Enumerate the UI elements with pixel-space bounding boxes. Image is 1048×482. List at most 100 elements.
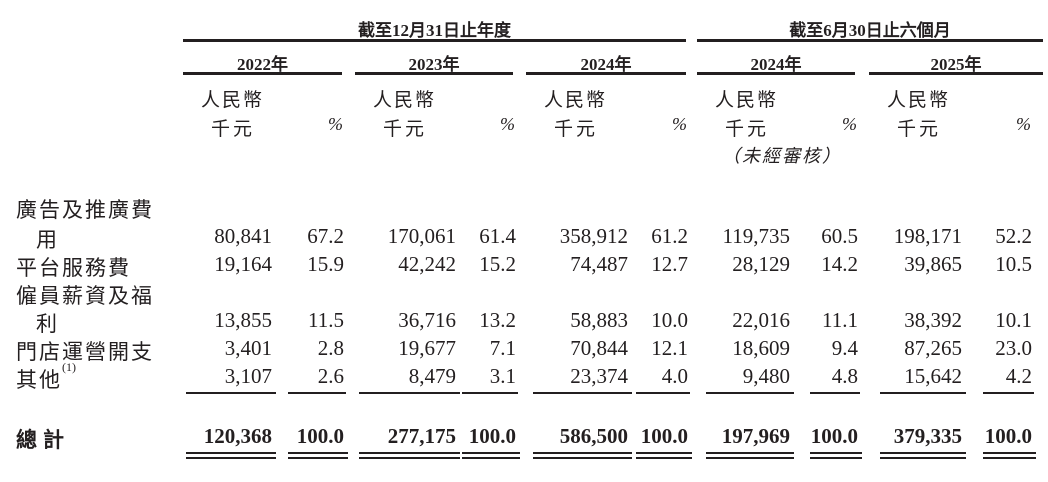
year-header: 2022年 xyxy=(237,55,288,74)
amount-cell: 39,865 xyxy=(904,252,962,276)
unit-label: 千元 xyxy=(383,119,428,140)
double-rule xyxy=(810,457,862,459)
amount-cell: 8,479 xyxy=(408,364,456,388)
subtotal-rule xyxy=(186,392,276,394)
total-amount: 120,368 xyxy=(203,424,272,448)
currency-label: 人民幣 xyxy=(201,90,265,111)
amount-cell: 9,480 xyxy=(742,364,790,388)
double-rule xyxy=(186,457,276,459)
percent-cell: 13.2 xyxy=(479,308,516,332)
total-amount: 197,969 xyxy=(721,424,790,448)
percent-cell: 23.0 xyxy=(995,336,1032,360)
double-rule xyxy=(636,457,692,459)
subtotal-rule xyxy=(880,392,966,394)
percent-cell: 12.1 xyxy=(651,336,688,360)
total-amount: 379,335 xyxy=(893,424,962,448)
total-amount: 277,175 xyxy=(387,424,456,448)
total-label: 總計 xyxy=(16,428,70,452)
currency-label: 人民幣 xyxy=(887,90,951,111)
double-rule xyxy=(983,452,1036,454)
group-rule xyxy=(697,39,1043,42)
double-rule xyxy=(359,457,460,459)
unaudited-label: （未經審核） xyxy=(722,146,842,166)
percent-cell: 15.2 xyxy=(479,252,516,276)
year-rule xyxy=(355,72,513,75)
percent-cell: 12.7 xyxy=(651,252,688,276)
percent-cell: 7.1 xyxy=(489,336,516,360)
subtotal-rule xyxy=(636,392,690,394)
year-rule xyxy=(697,72,855,75)
double-rule xyxy=(810,452,862,454)
pct-label: % xyxy=(328,114,343,134)
row-label: 其他 xyxy=(16,368,62,392)
currency-label: 人民幣 xyxy=(373,90,437,111)
subtotal-rule xyxy=(462,392,518,394)
double-rule xyxy=(636,452,692,454)
percent-cell: 3.1 xyxy=(489,364,516,388)
year-rule xyxy=(183,72,342,75)
row-label-cont: 利 xyxy=(36,312,59,336)
double-rule xyxy=(462,457,520,459)
percent-cell: 14.2 xyxy=(821,252,858,276)
subtotal-rule xyxy=(810,392,860,394)
amount-cell: 13,855 xyxy=(214,308,272,332)
year-rule xyxy=(869,72,1043,75)
percent-cell: 9.4 xyxy=(831,336,858,360)
amount-cell: 18,609 xyxy=(732,336,790,360)
row-label: 廣告及推廣費 xyxy=(16,198,154,222)
percent-cell: 2.8 xyxy=(317,336,344,360)
unit-label: 千元 xyxy=(211,119,256,140)
amount-cell: 198,171 xyxy=(893,224,962,248)
unit-label: 千元 xyxy=(897,119,942,140)
amount-cell: 80,841 xyxy=(214,224,272,248)
double-rule xyxy=(706,452,794,454)
percent-cell: 10.0 xyxy=(651,308,688,332)
total-amount: 586,500 xyxy=(559,424,628,448)
percent-cell: 67.2 xyxy=(307,224,344,248)
percent-cell: 10.1 xyxy=(995,308,1032,332)
year-rule xyxy=(526,72,686,75)
percent-cell: 4.2 xyxy=(1005,364,1032,388)
currency-label: 人民幣 xyxy=(715,90,779,111)
amount-cell: 70,844 xyxy=(570,336,628,360)
double-rule xyxy=(359,452,460,454)
year-header: 2025年 xyxy=(930,55,982,74)
amount-cell: 119,735 xyxy=(722,224,790,248)
percent-cell: 11.1 xyxy=(822,308,858,332)
currency-label: 人民幣 xyxy=(544,90,608,111)
subtotal-rule xyxy=(983,392,1034,394)
percent-cell: 10.5 xyxy=(995,252,1032,276)
row-label: 僱員薪資及福 xyxy=(16,284,154,308)
year-header: 2023年 xyxy=(408,55,460,74)
percent-cell: 15.9 xyxy=(307,252,344,276)
double-rule xyxy=(288,457,348,459)
amount-cell: 74,487 xyxy=(570,252,628,276)
year-header: 2024年 xyxy=(750,55,802,74)
double-rule xyxy=(533,457,632,459)
row-label: 平台服務費 xyxy=(16,256,131,280)
amount-cell: 358,912 xyxy=(559,224,628,248)
group-rule xyxy=(183,39,686,42)
amount-cell: 58,883 xyxy=(570,308,628,332)
percent-cell: 11.5 xyxy=(308,308,344,332)
group-header-annual: 截至12月31日止年度 xyxy=(358,21,511,40)
percent-cell: 2.6 xyxy=(317,364,344,388)
amount-cell: 23,374 xyxy=(570,364,628,388)
pct-label: % xyxy=(842,114,857,134)
percent-cell: 4.8 xyxy=(831,364,858,388)
double-rule xyxy=(186,452,276,454)
double-rule xyxy=(462,452,520,454)
percent-cell: 61.2 xyxy=(651,224,688,248)
amount-cell: 15,642 xyxy=(904,364,962,388)
group-header-interim: 截至6月30日止六個月 xyxy=(789,21,951,40)
double-rule xyxy=(983,457,1036,459)
total-percent: 100.0 xyxy=(640,424,688,448)
total-percent: 100.0 xyxy=(984,424,1032,448)
amount-cell: 170,061 xyxy=(387,224,456,248)
total-percent: 100.0 xyxy=(468,424,516,448)
unit-label: 千元 xyxy=(554,119,599,140)
subtotal-rule xyxy=(359,392,460,394)
subtotal-rule xyxy=(288,392,346,394)
double-rule xyxy=(706,457,794,459)
